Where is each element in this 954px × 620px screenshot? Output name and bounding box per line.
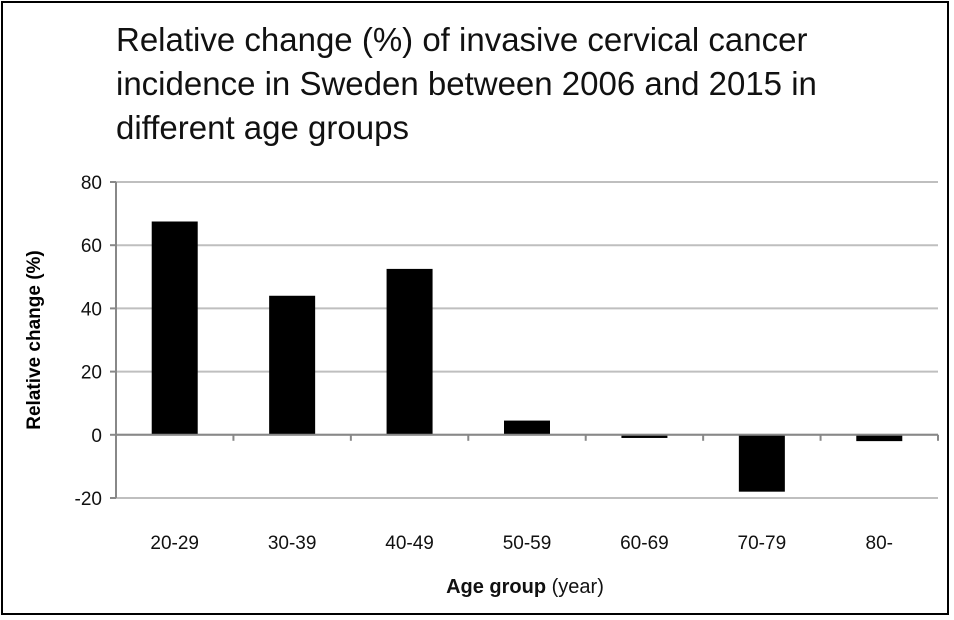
x-tick-label: 20-29 — [150, 533, 199, 554]
bar-50-59 — [504, 420, 550, 435]
y-tick-labels: -20 0 20 40 60 80 — [75, 173, 102, 510]
y-tick-label: 20 — [81, 363, 102, 384]
y-tick-label: 40 — [81, 299, 102, 320]
x-axis-label-bold: Age group — [446, 576, 546, 598]
x-tick-label: 60-69 — [620, 533, 669, 554]
gridlines — [116, 181, 938, 499]
x-axis-label-unit: (year) — [546, 576, 604, 598]
x-tick-label: 80- — [866, 533, 893, 554]
y-tick-label: 0 — [91, 426, 102, 447]
x-tick-label: 30-39 — [268, 533, 317, 554]
x-axis-label: Age group (year) — [446, 576, 604, 598]
x-tick-label: 70-79 — [738, 533, 787, 554]
y-tick-label: 60 — [81, 236, 102, 257]
bar-20-29 — [151, 221, 198, 435]
bar-40-49 — [386, 268, 433, 435]
x-tick-labels: 20-29 30-39 40-49 50-59 60-69 70-79 80- — [150, 533, 893, 554]
bar-60-69 — [621, 434, 668, 438]
axes — [110, 181, 939, 499]
bars — [151, 221, 903, 492]
bar-70-79 — [738, 434, 785, 492]
y-axis-label: Relative change (%) — [24, 250, 45, 430]
y-tick-label: -20 — [75, 489, 102, 510]
y-tick-label: 80 — [81, 173, 102, 194]
bar-30-39 — [269, 295, 316, 435]
chart-title: Relative change (%) of invasive cervical… — [116, 21, 817, 146]
x-tick-label: 40-49 — [385, 533, 434, 554]
bar-80- — [856, 434, 903, 442]
x-tick-label: 50-59 — [503, 533, 552, 554]
